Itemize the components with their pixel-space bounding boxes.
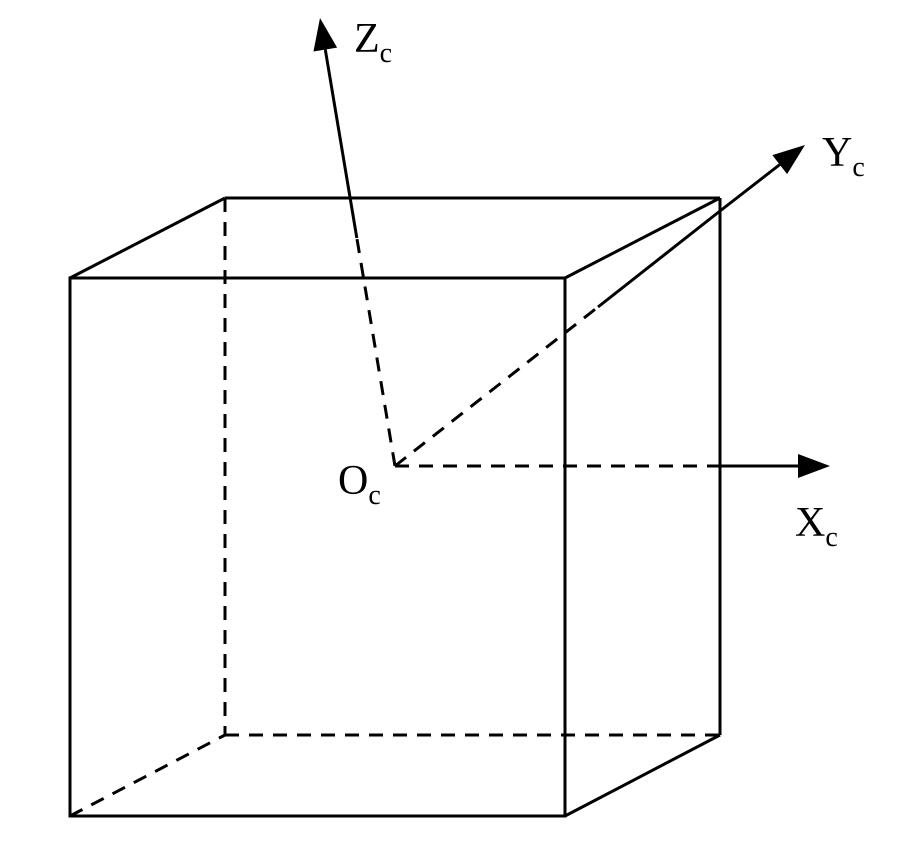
z-axis-hidden [357, 238, 395, 466]
cube-hidden-bottom-left-edge [70, 735, 225, 816]
cube-top-left-edge [70, 198, 225, 278]
x-axis-label: Xc [795, 500, 838, 553]
y-axis-visible [720, 165, 780, 211]
cube-bottom-right-edge [565, 735, 720, 816]
z-axis-label: Zc [354, 16, 392, 69]
z-axis-visible [325, 50, 357, 238]
axis-arrowhead [798, 454, 830, 478]
cube-top-right-edge [565, 198, 720, 278]
origin-label: Oc [338, 458, 381, 511]
y-axis-on-top-face [598, 211, 720, 307]
y-axis-hidden [395, 307, 598, 466]
y-axis-label: Yc [822, 130, 865, 183]
axis-arrowhead [772, 145, 805, 174]
axis-arrowhead [313, 18, 337, 52]
coordinate-cube-diagram: Oc Xc Yc Zc [0, 0, 917, 855]
